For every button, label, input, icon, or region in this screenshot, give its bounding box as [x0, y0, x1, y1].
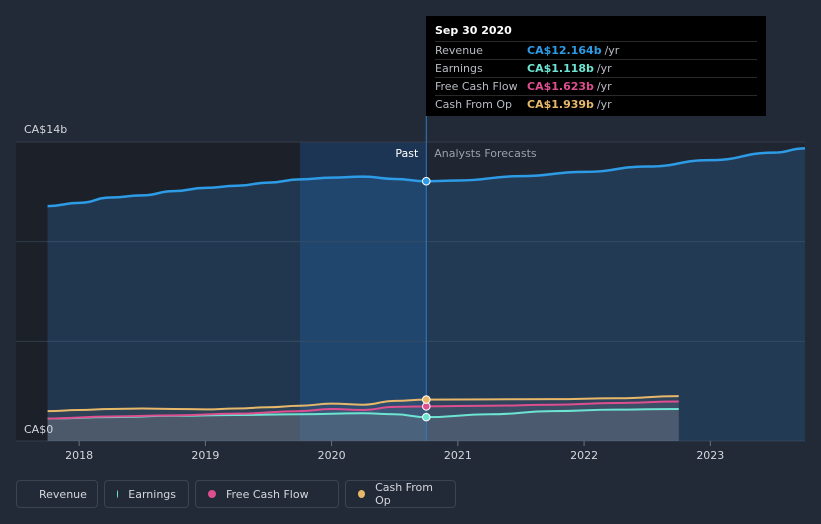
x-tick-label: 2021 [444, 449, 472, 462]
legend-label: Earnings [128, 487, 176, 501]
tooltip-unit: /yr [596, 80, 612, 93]
tooltip-row-cfo: Cash From Op CA$1.939b /yr [435, 95, 757, 113]
tooltip: Sep 30 2020 Revenue CA$12.164b /yr Earni… [426, 16, 766, 116]
legend-label: Cash From Op [375, 481, 433, 507]
x-tick-label: 2019 [191, 449, 219, 462]
legend-dot-icon [117, 490, 119, 498]
x-tick-label: 2023 [696, 449, 724, 462]
tooltip-label: Earnings [435, 62, 483, 75]
legend-dot-icon [208, 490, 216, 498]
free-cash-flow-line [47, 400, 679, 420]
tooltip-date: Sep 30 2020 [435, 24, 512, 37]
tooltip-label: Cash From Op [435, 98, 513, 111]
revenue-line [47, 147, 806, 208]
series-lines [47, 147, 806, 420]
chart-canvas: 2018 2019 2020 2021 2022 2023 CA$14b CA$0 Pas… [16, 116, 806, 462]
tooltip-value: CA$12.164b [527, 44, 602, 57]
tooltip-value: CA$1.118b [527, 62, 594, 75]
legend-item-earnings[interactable]: Earnings [104, 480, 189, 508]
cash-from-op-area [47, 396, 679, 441]
legend: Revenue Earnings Free Cash Flow Cash Fro… [16, 480, 456, 508]
cash-from-op-marker [421, 395, 431, 404]
legend-dot-icon [358, 490, 366, 498]
tooltip-row-revenue: Revenue CA$12.164b /yr [435, 41, 757, 59]
tooltip-unit: /yr [604, 44, 620, 57]
legend-item-revenue[interactable]: Revenue [16, 480, 98, 508]
highlight-band [300, 142, 427, 441]
tooltip-unit: /yr [596, 98, 612, 111]
free-cash-flow-area [47, 401, 679, 441]
legend-label: Revenue [39, 487, 87, 501]
forecast-label: Analysts Forecasts [434, 147, 537, 160]
past-label: Past [395, 147, 419, 160]
x-tick-label: 2020 [318, 449, 346, 462]
x-axis: 2018 2019 2020 2021 2022 2023 [65, 441, 724, 462]
y-min-label: CA$0 [24, 423, 53, 436]
tooltip-unit: /yr [596, 62, 612, 75]
x-tick-label: 2018 [65, 449, 93, 462]
legend-item-free-cash-flow[interactable]: Free Cash Flow [195, 480, 339, 508]
tooltip-label: Free Cash Flow [435, 80, 518, 93]
tooltip-markers [421, 176, 431, 422]
legend-label: Free Cash Flow [226, 487, 309, 501]
earnings-marker [421, 412, 431, 422]
revenue-marker [421, 176, 431, 186]
tooltip-row-earnings: Earnings CA$1.118b /yr [435, 59, 757, 77]
tooltip-value: CA$1.623b [527, 80, 594, 93]
y-max-label: CA$14b [24, 123, 67, 136]
tooltip-row-fcf: Free Cash Flow CA$1.623b /yr [435, 77, 757, 95]
x-tick-label: 2022 [570, 449, 598, 462]
tooltip-label: Revenue [435, 44, 483, 57]
gridlines [16, 141, 805, 442]
legend-item-cash-from-op[interactable]: Cash From Op [345, 480, 456, 508]
tooltip-value: CA$1.939b [527, 98, 594, 111]
cash-from-op-line [47, 395, 679, 413]
earnings-area [47, 408, 679, 441]
